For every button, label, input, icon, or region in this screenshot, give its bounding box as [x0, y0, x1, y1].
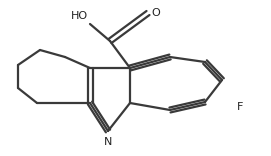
Text: N: N [104, 137, 112, 147]
Text: O: O [151, 8, 160, 18]
Text: F: F [237, 102, 243, 112]
Text: HO: HO [71, 11, 88, 21]
